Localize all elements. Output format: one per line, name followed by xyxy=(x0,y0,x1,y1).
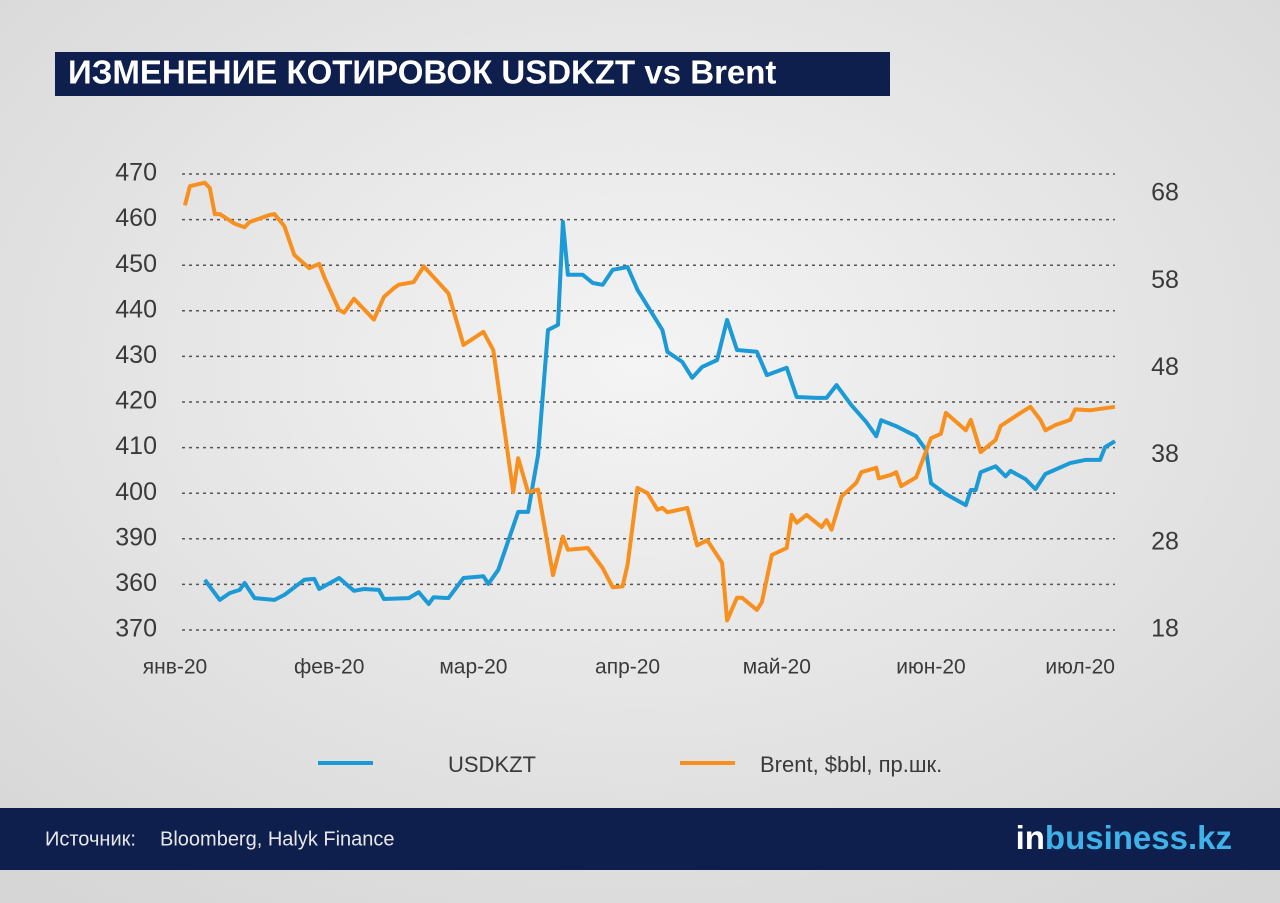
title-banner xyxy=(55,52,890,96)
logo-in: in xyxy=(1016,819,1045,856)
y-tick-label: 370 xyxy=(115,615,157,643)
x-tick-label: фев-20 xyxy=(294,656,364,679)
series-line xyxy=(182,180,1116,623)
y-tick-label: 360 xyxy=(115,569,157,597)
y-tick-label: 430 xyxy=(115,341,157,369)
logo: inbusiness.kz xyxy=(1016,819,1232,856)
footer-band xyxy=(0,808,1280,870)
series-line xyxy=(203,219,1117,606)
y-tick-label: 440 xyxy=(115,295,157,323)
y-tick-label: 390 xyxy=(115,523,157,551)
y-tick-label: 470 xyxy=(115,159,157,187)
y-tick-label: 450 xyxy=(115,250,157,278)
source-label: Источник: xyxy=(45,828,136,850)
y-tick-label: 410 xyxy=(115,432,157,460)
x-tick-label: янв-20 xyxy=(143,656,207,679)
x-tick-label: июн-20 xyxy=(896,656,965,679)
y2-tick-label: 68 xyxy=(1151,179,1179,207)
y2-tick-label: 48 xyxy=(1151,353,1179,381)
x-tick-label: июл-20 xyxy=(1045,656,1115,679)
y2-tick-label: 18 xyxy=(1151,615,1179,643)
y2-tick-label: 58 xyxy=(1151,266,1179,294)
y2-tick-label: 38 xyxy=(1151,440,1179,468)
plot: 370 360 390 400 410 420 430 440 450 460 470 18 28 38 4… xyxy=(115,159,1179,777)
y-tick-label: 460 xyxy=(115,204,157,232)
y-tick-label: 420 xyxy=(115,387,157,415)
x-tick-label: мар-20 xyxy=(439,656,507,679)
logo-rest: business.kz xyxy=(1045,819,1232,856)
x-tick-label: апр-20 xyxy=(595,656,660,679)
source: Bloomberg, Halyk Finance xyxy=(160,828,395,850)
x-tick-label: май-20 xyxy=(743,656,811,679)
legend-label: Brent, $bbl, пр.шк. xyxy=(760,752,942,777)
y2-tick-label: 28 xyxy=(1151,527,1179,555)
chart-title: ИЗМЕНЕНИЕ КОТИРОВОК USDKZT vs Brent xyxy=(68,54,776,91)
legend-label: USDKZT xyxy=(448,752,536,777)
y-tick-label: 400 xyxy=(115,478,157,506)
